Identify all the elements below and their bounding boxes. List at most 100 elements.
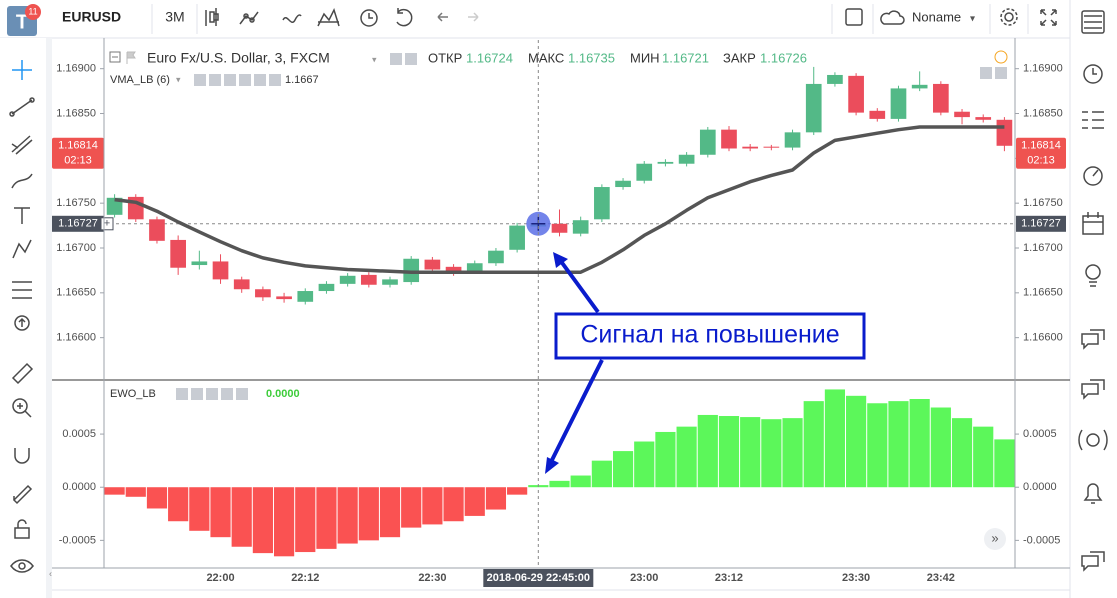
- histogram-bar: [295, 487, 316, 553]
- sidebar-icons[interactable]: [1078, 10, 1108, 572]
- histogram-bar: [485, 487, 507, 510]
- arrow: [558, 258, 600, 314]
- candle-body: [933, 83, 949, 113]
- candle-body: [191, 261, 208, 266]
- collapse-arrow[interactable]: ‹: [49, 568, 52, 578]
- arrow: [549, 359, 604, 463]
- histogram-bar: [273, 487, 295, 557]
- y-tick-label: 1.16900: [1023, 63, 1063, 75]
- histogram-bar: [316, 487, 337, 549]
- histogram-bar: [337, 487, 358, 544]
- crosshair-time-label: 2018-06-29 22:45:00: [487, 572, 590, 584]
- candle-body: [212, 261, 229, 280]
- candle-body: [424, 259, 441, 270]
- candle-body: [255, 289, 271, 298]
- countdown-label: 02:13: [1027, 155, 1055, 167]
- histogram-bar: [146, 487, 168, 509]
- candle-body: [890, 88, 907, 119]
- histogram-bar: [570, 475, 591, 488]
- histogram-bar: [824, 389, 846, 488]
- x-tick-label: 22:00: [206, 572, 234, 584]
- candle-body: [848, 75, 864, 113]
- histogram-bar: [401, 487, 422, 528]
- histogram-bar: [930, 407, 951, 488]
- series-title: Euro Fx/U.S. Dollar, 3, FXCM: [147, 50, 330, 66]
- y-tick-label: 0.0005: [62, 428, 96, 440]
- histogram-bar: [867, 403, 888, 488]
- y-tick-label: 0.0000: [1023, 481, 1057, 493]
- histogram-bar: [909, 399, 930, 488]
- account-caret: ▾: [970, 14, 975, 25]
- top-bar: [0, 0, 1117, 38]
- histogram-bar: [803, 401, 824, 488]
- indicator-value: 0.0000: [266, 388, 300, 400]
- candle-body: [572, 220, 589, 234]
- badge-count: 11: [28, 6, 37, 16]
- histogram-bar: [697, 414, 718, 488]
- x-tick-label: 22:30: [418, 572, 446, 584]
- histogram-bar: [634, 441, 655, 488]
- candle-body: [318, 283, 335, 292]
- candle-body: [784, 132, 801, 148]
- candle-body: [382, 279, 398, 285]
- logo-letter: T: [16, 11, 28, 33]
- interval[interactable]: 3M: [165, 9, 184, 25]
- left-toolbar-gutter: [46, 38, 52, 598]
- toolbar-icons[interactable]: [205, 8, 1057, 27]
- crosshair-time-box: [483, 569, 594, 587]
- ohlc-label: ОТКР: [428, 50, 462, 65]
- y-tick-label: 1.16850: [1023, 107, 1063, 119]
- last-price-label: 1.16814: [58, 140, 98, 152]
- scroll-button[interactable]: [984, 528, 1006, 550]
- histogram-bar: [591, 460, 612, 488]
- candle-body: [276, 296, 292, 300]
- histogram-bar: [252, 487, 273, 554]
- crosshair-plus-sign: +: [104, 218, 110, 230]
- x-tick-label: 23:12: [715, 572, 743, 584]
- y-tick-label: 1.16750: [56, 197, 96, 209]
- histogram-bar: [718, 416, 740, 488]
- candle-body: [911, 84, 928, 89]
- candle-body: [403, 258, 420, 283]
- y-tick-label: 0.0005: [1023, 428, 1057, 440]
- histogram-bar: [210, 487, 231, 538]
- indicator-line: [114, 125, 1005, 274]
- legend-buttons[interactable]: [176, 53, 1007, 400]
- ohlc-value: 1.16726: [760, 50, 807, 65]
- ohlc-label: МАКС: [528, 50, 564, 65]
- candle-body: [678, 154, 695, 164]
- histogram-bar: [994, 439, 1015, 488]
- countdown-label: 02:13: [64, 155, 92, 167]
- arrowhead: [545, 457, 559, 474]
- annotation-box: [554, 312, 866, 360]
- candle-body: [827, 74, 843, 84]
- collapse-box[interactable]: [109, 51, 121, 63]
- flag-icon[interactable]: [126, 51, 136, 64]
- candle-body: [297, 291, 314, 302]
- candle-body: [975, 117, 992, 120]
- histogram-bar: [888, 401, 909, 488]
- candle-body: [445, 266, 462, 272]
- account[interactable]: Noname: [912, 9, 961, 24]
- x-tick-label: 23:30: [842, 572, 870, 584]
- arrowhead: [553, 252, 568, 268]
- drawing-tools[interactable]: [9, 60, 35, 573]
- x-tick-label: 23:42: [927, 572, 955, 584]
- candle-body: [149, 219, 165, 241]
- histogram-bar: [104, 487, 125, 495]
- candle-body: [721, 129, 737, 149]
- indicator-value: 1.1667: [285, 74, 319, 86]
- annotation-layer: Сигнал на повышение: [545, 252, 866, 474]
- histogram-bar: [973, 426, 994, 488]
- candle-body: [594, 187, 610, 220]
- candle-body: [106, 197, 123, 215]
- warning-icon[interactable]: [994, 50, 1008, 64]
- last-price-box: [1016, 137, 1066, 169]
- candle-body: [339, 275, 356, 284]
- y-tick-label: 1.16850: [56, 107, 96, 119]
- histogram-bar: [655, 431, 676, 488]
- candle-body: [699, 129, 716, 155]
- histogram-bar: [125, 487, 146, 497]
- symbol[interactable]: EURUSD: [62, 9, 121, 25]
